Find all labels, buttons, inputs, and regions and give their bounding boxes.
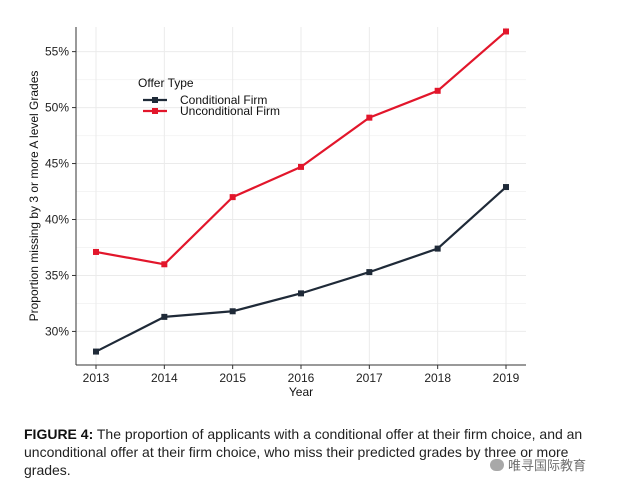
y-tick-label: 35% [45, 268, 69, 282]
y-axis-title: Proportion missing by 3 or more A level … [27, 71, 41, 322]
data-point [503, 28, 509, 35]
data-point [503, 184, 509, 191]
y-tick-label: 45% [45, 157, 69, 171]
data-point [298, 290, 304, 297]
y-tick-label: 30% [45, 324, 69, 338]
x-tick-label: 2017 [356, 371, 383, 385]
x-tick-label: 2013 [83, 371, 110, 385]
x-tick-label: 2016 [288, 371, 315, 385]
data-point [229, 308, 236, 315]
legend-swatch-marker [152, 108, 158, 114]
tick-labels: 30% 35% 40% 45% 50% 55% 2013 2014 2015 2016 2017 20… [45, 45, 520, 385]
legend: Offer Type Conditional FirmUnconditional… [138, 76, 280, 118]
data-point [161, 261, 168, 268]
legend-entry-label: Conditional Firm [180, 93, 267, 107]
data-point [366, 114, 373, 121]
caption-text: The proportion of applicants with a cond… [24, 426, 583, 478]
data-point [161, 313, 168, 320]
data-point [93, 348, 99, 355]
line-chart: 30% 35% 40% 45% 50% 55% 2013 2014 2015 2016 2017 20… [27, 27, 526, 399]
data-point [229, 194, 236, 201]
data-point [434, 87, 441, 94]
watermark-text: 唯寻国际教育 [508, 459, 587, 474]
wechat-icon [490, 458, 504, 471]
data-point [298, 163, 304, 170]
figure-caption: FIGURE 4: The proportion of applicants w… [24, 425, 609, 479]
series-layer [93, 28, 509, 355]
legend-entry-label: Unconditional Firm [180, 104, 280, 118]
x-tick-label: 2018 [424, 371, 451, 385]
data-point [366, 269, 373, 276]
y-tick-label: 40% [45, 213, 69, 227]
caption-label: FIGURE 4: [24, 426, 94, 442]
x-tick-label: 2015 [219, 371, 246, 385]
x-tick-label: 2019 [493, 371, 520, 385]
x-axis-title: Year [289, 385, 313, 399]
y-tick-label: 55% [45, 45, 69, 59]
legend-swatch-marker [152, 97, 158, 103]
watermark: 唯寻国际教育 [490, 455, 586, 474]
y-tick-label: 50% [45, 101, 69, 115]
legend-title: Offer Type [138, 76, 194, 90]
data-point [93, 248, 99, 255]
axes [72, 27, 526, 369]
x-tick-label: 2014 [151, 371, 178, 385]
data-point [434, 245, 441, 252]
